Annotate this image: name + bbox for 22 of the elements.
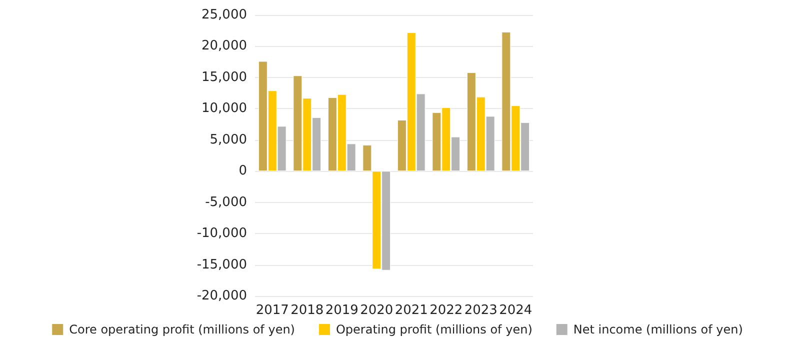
x-tick-label: 2017 (256, 303, 289, 318)
y-tick-label: -15,000 (196, 257, 247, 272)
x-tick-label: 2023 (464, 303, 498, 318)
legend-label: Core operating profit (millions of yen) (69, 322, 295, 336)
y-tick-label: 25,000 (202, 8, 247, 22)
x-tick-label: 2021 (394, 303, 428, 318)
bar (362, 144, 372, 172)
y-tick-label: -10,000 (196, 226, 247, 242)
y-tick-label: -5,000 (205, 194, 247, 210)
y-tick-label: 0 (238, 164, 247, 179)
x-tick-label: 2018 (290, 303, 324, 318)
x-tick-label: 2020 (360, 303, 394, 318)
y-tick-label: 10,000 (202, 101, 247, 116)
x-tick-label: 2022 (430, 303, 463, 318)
y-tick-label: 20,000 (202, 38, 247, 54)
legend-label: Operating profit (millions of yen) (336, 322, 532, 336)
x-tick-label: 2024 (499, 303, 532, 318)
y-tick-label: -20,000 (196, 288, 247, 304)
x-tick-label: 2019 (325, 303, 358, 318)
y-tick-label: 5,000 (210, 132, 247, 148)
y-tick-label: 15,000 (202, 70, 247, 85)
legend-label: Net income (millions of yen) (573, 322, 743, 336)
